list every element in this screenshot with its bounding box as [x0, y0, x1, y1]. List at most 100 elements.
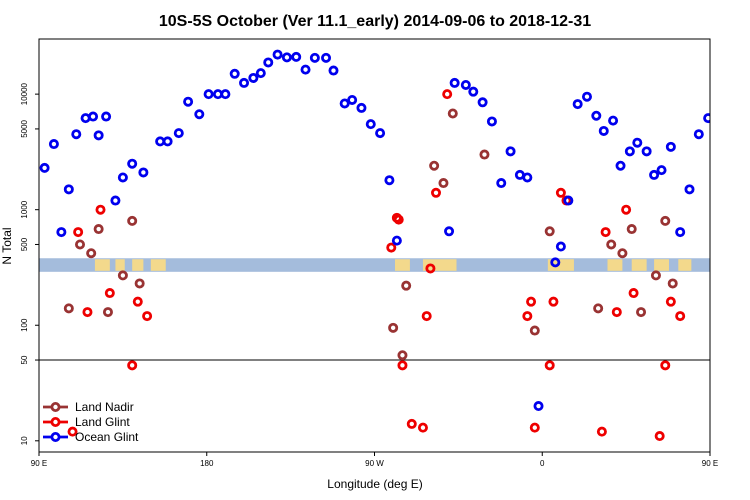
data-point [675, 227, 686, 238]
data-point [703, 113, 710, 124]
data-point [328, 65, 339, 76]
data-point [665, 296, 676, 307]
data-point [460, 79, 471, 90]
data-point [239, 77, 250, 88]
data-point [291, 51, 302, 62]
data-point [401, 280, 412, 291]
data-point [421, 311, 432, 322]
data-point [533, 401, 544, 412]
data-point [183, 96, 194, 107]
data-point [300, 64, 311, 75]
data-point [615, 160, 626, 171]
data-point [529, 422, 540, 433]
data-point [572, 99, 583, 110]
data-point [127, 215, 138, 226]
data-point [544, 360, 555, 371]
data-point [660, 360, 671, 371]
data-point [132, 296, 143, 307]
series-land-glint [67, 89, 686, 442]
x-tick-label: 0 [540, 459, 545, 468]
x-axis: 90 E 180 90 W 0 90 E [31, 452, 718, 468]
data-point [431, 187, 442, 198]
data-point [563, 195, 574, 206]
data-point [75, 239, 86, 250]
ocean-band [39, 258, 710, 272]
data-point [102, 307, 113, 318]
data-point [80, 113, 91, 124]
data-point [650, 270, 661, 281]
data-point [82, 307, 93, 318]
x-axis-label: Longitude (deg E) [327, 477, 422, 491]
land-segment [115, 259, 125, 271]
data-point [93, 224, 104, 235]
y-tick-label: 500 [20, 237, 29, 251]
data-point [67, 426, 78, 437]
data-point [71, 129, 82, 140]
data-point [397, 350, 408, 361]
data-point [555, 187, 566, 198]
y-axis: 10 50 100 500 1000 5000 10000 [20, 82, 39, 445]
data-point [544, 226, 555, 237]
data-point [665, 141, 676, 152]
data-point [477, 97, 488, 108]
data-point [684, 184, 695, 195]
data-point [356, 102, 367, 113]
land-segment [631, 259, 647, 271]
data-point [598, 125, 609, 136]
data-point [468, 86, 479, 97]
data-point [110, 195, 121, 206]
data-point [93, 130, 104, 141]
land-segment [547, 259, 574, 271]
data-point [95, 204, 106, 215]
data-point [391, 235, 402, 246]
data-point [142, 311, 153, 322]
data-point [660, 215, 671, 226]
data-point [162, 136, 173, 147]
data-point [496, 178, 507, 189]
data-point [606, 239, 617, 250]
data-point [173, 128, 184, 139]
data-points [39, 49, 710, 442]
data-point [624, 146, 635, 157]
data-point [134, 278, 145, 289]
data-point [127, 158, 138, 169]
data-point [479, 149, 490, 160]
data-point [429, 160, 440, 171]
y-tick-label: 10000 [20, 82, 29, 105]
x-tick-label: 90 E [702, 459, 718, 468]
data-point [596, 426, 607, 437]
land-segment [150, 259, 166, 271]
data-point [621, 204, 632, 215]
data-point [626, 224, 637, 235]
data-point [56, 227, 67, 238]
legend-label: Land Glint [75, 415, 130, 429]
land-segment [654, 259, 669, 271]
series-ocean-glint [39, 49, 710, 412]
data-point [263, 57, 274, 68]
data-point [611, 307, 622, 318]
data-point [272, 49, 283, 60]
data-point [127, 360, 138, 371]
legend-marker [50, 416, 61, 427]
data-point [88, 111, 99, 122]
chart-title: 10S-5S October (Ver 11.1_early) 2014-09-… [159, 13, 591, 30]
data-point [632, 137, 643, 148]
data-point [339, 98, 350, 109]
data-point [555, 241, 566, 252]
data-point [581, 91, 592, 102]
land-segment [94, 259, 110, 271]
data-point [675, 311, 686, 322]
data-point [636, 307, 647, 318]
data-point [522, 172, 533, 183]
data-point [444, 226, 455, 237]
data-point [73, 227, 84, 238]
y-tick-label: 10 [20, 436, 29, 445]
data-point [397, 360, 408, 371]
x-tick-label: 90 E [31, 459, 47, 468]
data-point [86, 248, 97, 259]
data-point [63, 303, 74, 314]
land-segment [678, 259, 692, 271]
data-point [229, 68, 240, 79]
